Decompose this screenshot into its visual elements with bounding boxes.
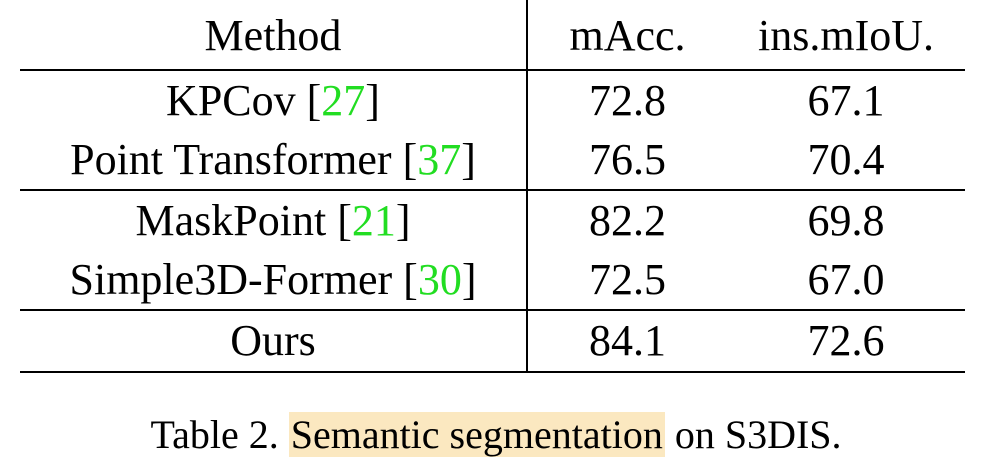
miou-cell: 70.4 — [727, 130, 965, 191]
macc-cell: 72.8 — [589, 75, 666, 125]
citation-link[interactable]: 27 — [321, 75, 366, 125]
method-cell: Simple3D-Former [30] — [20, 250, 528, 311]
method-name: Simple3D-Former — [69, 254, 393, 304]
caption-label: Table 2. — [150, 412, 279, 457]
macc-cell-best: 84.1 — [527, 310, 727, 373]
miou-cell-best: 72.6 — [727, 310, 965, 373]
method-cell: MaskPoint [21] — [20, 190, 528, 250]
macc-cell: 72.5 — [527, 250, 727, 311]
method-cell: Ours — [20, 310, 528, 373]
table-header-row: Method mAcc. ins.mIoU. — [20, 0, 965, 71]
results-table: Method mAcc. ins.mIoU. KPCov [27] 72.8 6… — [20, 0, 965, 373]
table-row: KPCov [27] 72.8 67.1 — [20, 70, 965, 130]
table-row: MaskPoint [21] 82.2 69.8 — [20, 190, 965, 250]
citation-link[interactable]: 30 — [417, 254, 462, 304]
method-name: MaskPoint — [135, 195, 327, 245]
citation-link[interactable]: 21 — [351, 195, 396, 245]
method-name: KPCov — [166, 75, 296, 125]
method-cell: KPCov [27] — [20, 70, 528, 130]
macc-cell: 82.2 — [589, 195, 666, 245]
header-miou: ins.mIoU. — [727, 0, 965, 71]
table-row: Ours 84.1 72.6 — [20, 310, 965, 373]
miou-cell: 67.1 — [807, 75, 885, 125]
table-caption: Table 2. Semantic segmentation on S3DIS. — [0, 411, 992, 459]
miou-cell: 67.0 — [727, 250, 965, 311]
caption-highlight: Semantic segmentation — [288, 412, 665, 457]
method-cell: Point Transformer [37] — [20, 130, 528, 191]
table-row: Simple3D-Former [30] 72.5 67.0 — [20, 250, 965, 311]
citation-link[interactable]: 37 — [417, 134, 462, 184]
results-table-container: Method mAcc. ins.mIoU. KPCov [27] 72.8 6… — [20, 0, 965, 373]
header-method: Method — [20, 0, 528, 71]
macc-cell: 76.5 — [527, 130, 727, 191]
caption-suffix: on S3DIS. — [674, 412, 842, 457]
method-name: Point Transformer — [70, 134, 392, 184]
table-row: Point Transformer [37] 76.5 70.4 — [20, 130, 965, 191]
miou-cell: 69.8 — [807, 195, 885, 245]
header-macc: mAcc. — [527, 0, 727, 71]
